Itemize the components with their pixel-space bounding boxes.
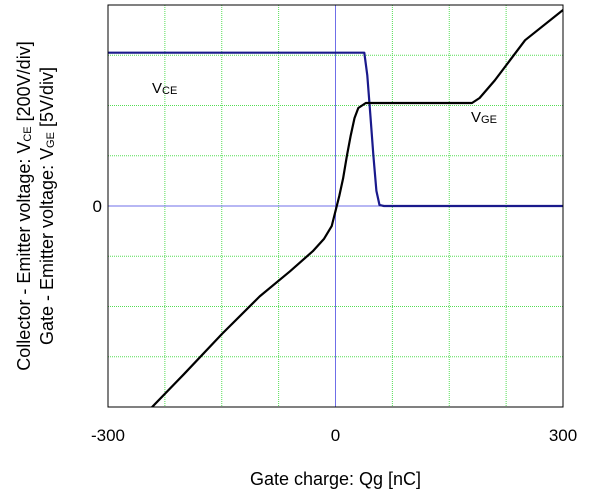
y-title-pre: Collector - Emitter voltage: V bbox=[14, 142, 34, 371]
series-label-main: V bbox=[471, 109, 481, 126]
series-layer bbox=[108, 8, 563, 407]
y-axis-title: Collector - Emitter voltage: VCE [200V/d… bbox=[14, 41, 57, 370]
series-label-vce: VCE bbox=[152, 80, 177, 97]
y-title-post: [5V/div] bbox=[37, 67, 57, 132]
y-axis-title-line: Collector - Emitter voltage: VCE [200V/d… bbox=[14, 41, 34, 370]
y-title-pre: Gate - Emitter voltage: V bbox=[37, 148, 57, 345]
series-line-vce bbox=[108, 51, 563, 208]
plot-frame bbox=[107, 4, 564, 408]
y-title-sub: GE bbox=[45, 132, 57, 148]
x-tick-label: 0 bbox=[331, 426, 340, 445]
x-tick-label: 300 bbox=[549, 426, 577, 445]
y-tick-label: 0 bbox=[93, 197, 102, 216]
y-title-sub: CE bbox=[22, 126, 34, 141]
y-title-post: [200V/div] bbox=[14, 41, 34, 126]
x-axis-title: Gate charge: Qg [nC] bbox=[250, 469, 421, 489]
y-axis-title-line: Gate - Emitter voltage: VGE [5V/div] bbox=[37, 67, 57, 345]
series-label-main: V bbox=[152, 80, 162, 97]
series-line-vge bbox=[150, 8, 563, 407]
series-label-sub: CE bbox=[162, 85, 177, 97]
series-label-vge: VGE bbox=[471, 109, 497, 126]
tick-labels: -300 0 300 0 bbox=[91, 197, 577, 445]
x-tick-label: -300 bbox=[91, 426, 125, 445]
series-label-sub: GE bbox=[481, 114, 497, 126]
